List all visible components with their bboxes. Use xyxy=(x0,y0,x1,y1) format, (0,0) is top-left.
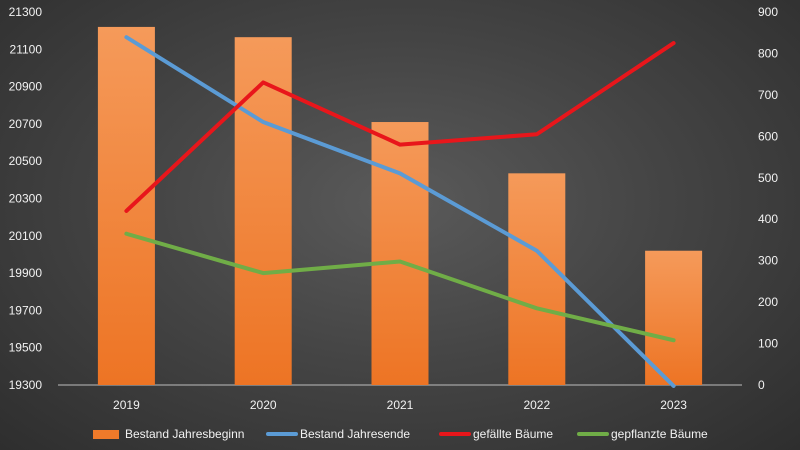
bar-2019 xyxy=(97,26,155,385)
y2-tick-label-0: 0 xyxy=(758,378,765,392)
point-gepflanzte-baeume-2019 xyxy=(125,233,127,235)
y2-tick-label-600: 600 xyxy=(758,129,778,143)
y-tick-label-20900: 20900 xyxy=(9,80,43,94)
bar-2023 xyxy=(645,250,703,385)
y-tick-label-20500: 20500 xyxy=(9,154,43,168)
point-gepflanzte-baeume-2020 xyxy=(262,272,264,274)
x-tick-label-2021: 2021 xyxy=(387,398,414,412)
y2-tick-label-900: 900 xyxy=(758,5,778,19)
point-gepflanzte-baeume-2022 xyxy=(536,307,538,309)
x-tick-label-2022: 2022 xyxy=(523,398,550,412)
primary-y-axis: 19300 19500 19700 19900 20100 20300 20500 20700… xyxy=(9,5,43,392)
y2-tick-label-800: 800 xyxy=(758,46,778,60)
y-tick-label-19700: 19700 xyxy=(9,303,43,317)
y2-tick-label-700: 700 xyxy=(758,88,778,102)
y-tick-label-21100: 21100 xyxy=(10,42,43,56)
y-tick-label-19500: 19500 xyxy=(9,341,43,355)
line-series xyxy=(124,35,676,388)
bars-bestand-jahresbeginn xyxy=(97,26,703,386)
legend-label-gepflanzte-baeume: gepflanzte Bäume xyxy=(611,427,708,441)
y-tick-label-19900: 19900 xyxy=(9,266,43,280)
legend-label-bestand-jahresbeginn: Bestand Jahresbeginn xyxy=(125,427,244,441)
legend-label-bestand-jahresende: Bestand Jahresende xyxy=(300,427,410,441)
y-tick-label-20700: 20700 xyxy=(9,117,43,131)
point-gefaellte-baeume-2020 xyxy=(262,81,264,83)
y2-tick-label-300: 300 xyxy=(758,254,778,268)
y-tick-label-20300: 20300 xyxy=(9,192,43,206)
y2-tick-label-400: 400 xyxy=(758,212,778,226)
y-tick-label-21300: 21300 xyxy=(9,5,43,19)
y2-tick-label-200: 200 xyxy=(758,295,778,309)
legend-label-gefaellte-baeume: gefällte Bäume xyxy=(473,427,553,441)
y2-tick-label-100: 100 xyxy=(758,337,778,351)
bar-2021 xyxy=(371,122,429,385)
x-axis-categories: 2019 2020 2021 2022 2023 xyxy=(113,398,687,412)
bar-2020 xyxy=(234,37,292,386)
y-tick-label-19300: 19300 xyxy=(9,378,43,392)
point-bestand-jahresende-2021 xyxy=(399,172,401,174)
point-bestand-jahresende-2022 xyxy=(536,250,538,252)
point-gefaellte-baeume-2023 xyxy=(673,42,675,44)
point-gepflanzte-baeume-2021 xyxy=(399,260,401,262)
point-gepflanzte-baeume-2023 xyxy=(673,339,675,341)
point-gefaellte-baeume-2021 xyxy=(399,144,401,146)
legend: Bestand Jahresbeginn Bestand Jahresende ge… xyxy=(93,427,708,441)
point-bestand-jahresende-2020 xyxy=(262,121,264,123)
point-bestand-jahresende-2023 xyxy=(673,385,675,387)
x-tick-label-2020: 2020 xyxy=(250,398,277,412)
y2-tick-label-500: 500 xyxy=(758,171,778,185)
bar-2022 xyxy=(508,173,566,385)
secondary-y-axis: 0 100 200 300 400 500 600 700 800 900 xyxy=(758,5,778,392)
legend-swatch-bestand-jahresbeginn xyxy=(93,430,119,439)
x-tick-label-2023: 2023 xyxy=(660,398,687,412)
point-gefaellte-baeume-2022 xyxy=(536,133,538,135)
x-tick-label-2019: 2019 xyxy=(113,398,140,412)
y-tick-label-20100: 20100 xyxy=(9,229,43,243)
point-bestand-jahresende-2019 xyxy=(125,36,127,38)
point-gefaellte-baeume-2019 xyxy=(125,210,127,212)
